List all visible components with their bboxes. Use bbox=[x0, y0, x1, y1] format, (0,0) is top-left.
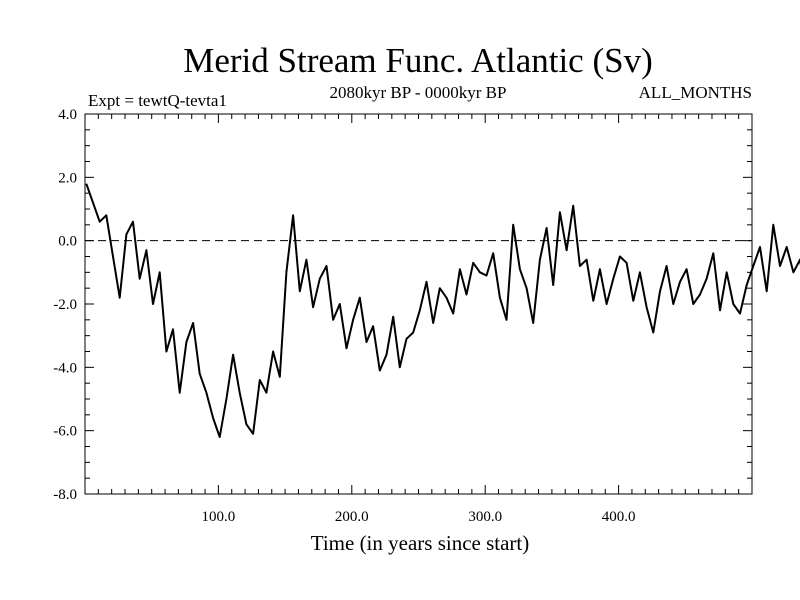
y-tick-label: -4.0 bbox=[53, 360, 77, 376]
x-axis-label: Time (in years since start) bbox=[311, 531, 530, 555]
chart-right-annotation: ALL_MONTHS bbox=[639, 83, 752, 102]
y-tick-label: 2.0 bbox=[58, 170, 77, 186]
y-tick-label: 0.0 bbox=[58, 234, 77, 250]
chart-subtitle: 2080kyr BP - 0000kyr BP bbox=[330, 83, 507, 102]
x-tick-label: 400.0 bbox=[602, 509, 636, 525]
y-axis-ticks: 4.0 2.0 0.0 -2.0 -4.0 -6.0 -8.0 bbox=[53, 107, 752, 503]
x-tick-label: 200.0 bbox=[335, 509, 369, 525]
x-tick-label: 100.0 bbox=[202, 509, 236, 525]
x-tick-label: 300.0 bbox=[468, 509, 502, 525]
chart-left-annotation: Expt = tewtQ-tevta1 bbox=[88, 91, 227, 110]
plot-frame bbox=[84, 113, 753, 495]
x-axis-ticks: 100.0 200.0 300.0 400.0 bbox=[97, 114, 740, 525]
y-tick-label: -2.0 bbox=[53, 297, 77, 313]
y-tick-label: -8.0 bbox=[53, 487, 77, 503]
chart-title: Merid Stream Func. Atlantic (Sv) bbox=[183, 41, 653, 80]
series-line bbox=[85, 183, 800, 438]
y-tick-label: 4.0 bbox=[58, 107, 77, 123]
y-tick-label: -6.0 bbox=[53, 424, 77, 440]
